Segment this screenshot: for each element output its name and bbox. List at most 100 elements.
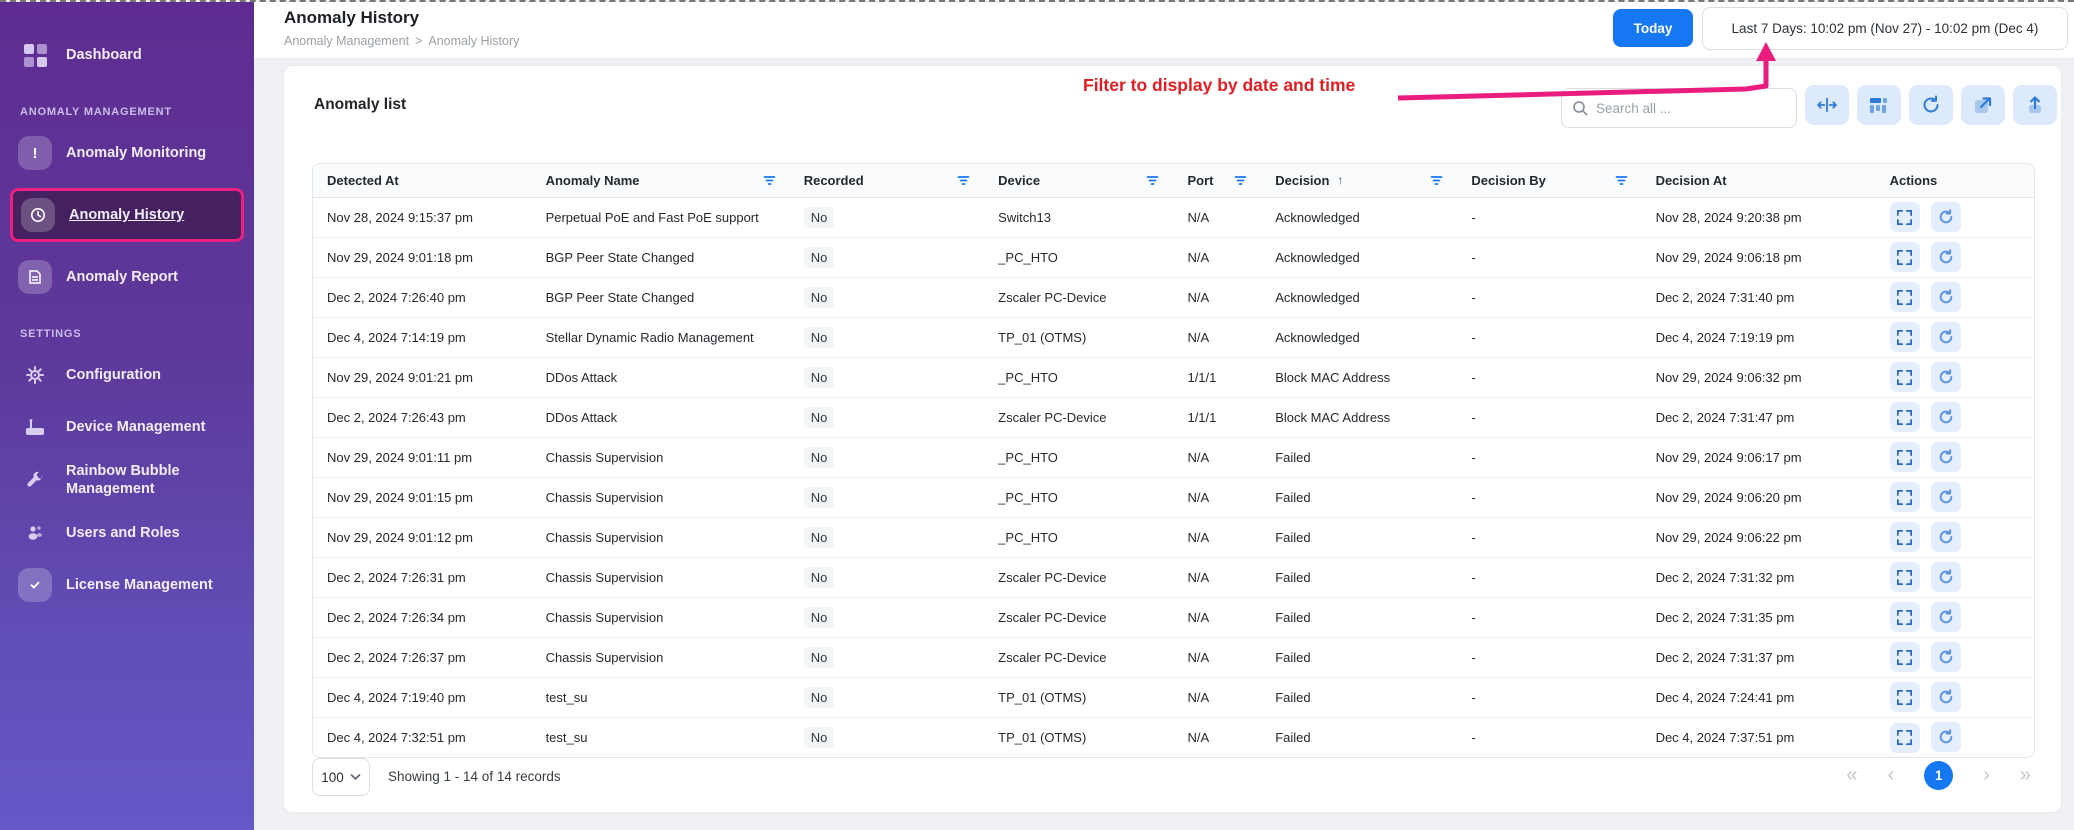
expand-icon	[1897, 449, 1913, 465]
fit-columns-button[interactable]	[1805, 85, 1849, 125]
table-row[interactable]: Dec 2, 2024 7:26:31 pm Chassis Supervisi…	[313, 557, 2034, 598]
expand-row-button[interactable]	[1889, 362, 1920, 393]
rerun-decision-button[interactable]	[1931, 601, 1962, 632]
upload-button[interactable]	[2013, 85, 2057, 125]
table-row[interactable]: Nov 29, 2024 9:01:11 pm Chassis Supervis…	[313, 437, 2034, 478]
sidebar-item-label: Anomaly History	[69, 207, 185, 223]
expand-row-button[interactable]	[1889, 202, 1920, 233]
pagination-first-button[interactable]: «	[1846, 764, 1858, 786]
rerun-decision-button[interactable]	[1931, 361, 1962, 392]
column-header-device[interactable]: Device	[984, 164, 1174, 198]
column-header-port[interactable]: Port	[1173, 164, 1262, 198]
export-button[interactable]	[1961, 85, 2005, 125]
cell-port: N/A	[1173, 197, 1262, 238]
rerun-decision-button[interactable]	[1931, 722, 1962, 752]
rerun-decision-button[interactable]	[1931, 521, 1962, 552]
rerun-decision-button[interactable]	[1931, 441, 1962, 472]
cell-anomaly-name: Chassis Supervision	[531, 437, 790, 478]
expand-row-button[interactable]	[1889, 442, 1920, 473]
pagination-next-button[interactable]: ›	[1983, 764, 1990, 786]
column-header-decision[interactable]: Decision ↑	[1261, 164, 1458, 198]
filter-icon[interactable]	[957, 175, 970, 186]
sidebar-item-dashboard[interactable]: Dashboard	[10, 30, 244, 80]
rerun-decision-button[interactable]	[1931, 281, 1962, 312]
sidebar-item-users-and-roles[interactable]: Users and Roles	[10, 508, 244, 558]
expand-row-button[interactable]	[1889, 402, 1920, 433]
filter-icon[interactable]	[763, 175, 776, 186]
expand-row-button[interactable]	[1889, 642, 1920, 673]
cell-device: TP_01 (OTMS)	[984, 677, 1174, 718]
expand-row-button[interactable]	[1889, 722, 1920, 753]
pagination-last-button[interactable]: »	[2019, 764, 2031, 786]
table-row[interactable]: Nov 29, 2024 9:01:21 pm DDos Attack No _…	[313, 357, 2034, 398]
sidebar-item-configuration[interactable]: Configuration	[10, 350, 244, 400]
rerun-decision-button[interactable]	[1931, 321, 1962, 352]
table-row[interactable]: Dec 4, 2024 7:32:51 pm test_su No TP_01 …	[313, 717, 2034, 757]
expand-row-button[interactable]	[1889, 602, 1920, 633]
expand-row-button[interactable]	[1889, 522, 1920, 553]
rerun-decision-button[interactable]	[1931, 681, 1962, 712]
table-row[interactable]: Dec 4, 2024 7:19:40 pm test_su No TP_01 …	[313, 677, 2034, 718]
table-row[interactable]: Nov 29, 2024 9:01:12 pm Chassis Supervis…	[313, 517, 2034, 558]
cell-decision-by: -	[1457, 597, 1642, 638]
filter-icon[interactable]	[1430, 175, 1443, 186]
rerun-decision-button[interactable]	[1931, 241, 1962, 272]
columns-button[interactable]	[1857, 85, 1901, 125]
sidebar-item-anomaly-monitoring[interactable]: ! Anomaly Monitoring	[10, 128, 244, 178]
sidebar-item-anomaly-history[interactable]: Anomaly History	[10, 188, 244, 242]
expand-icon	[1897, 329, 1913, 345]
date-range-filter[interactable]: Last 7 Days: 10:02 pm (Nov 27) - 10:02 p…	[1702, 7, 2068, 50]
cell-device: Zscaler PC-Device	[984, 277, 1174, 318]
rerun-decision-button[interactable]	[1931, 201, 1962, 232]
cell-port: N/A	[1173, 317, 1262, 358]
cell-decision-at: Dec 2, 2024 7:31:47 pm	[1641, 397, 1876, 438]
column-header-detected-at[interactable]: Detected At	[313, 164, 532, 198]
filter-icon[interactable]	[1615, 175, 1628, 186]
filter-icon[interactable]	[1146, 175, 1159, 186]
sidebar-item-anomaly-report[interactable]: Anomaly Report	[10, 252, 244, 302]
rerun-decision-button[interactable]	[1931, 481, 1962, 512]
cell-recorded: No	[789, 437, 985, 478]
table-row[interactable]: Dec 2, 2024 7:26:34 pm Chassis Supervisi…	[313, 597, 2034, 638]
expand-row-button[interactable]	[1889, 562, 1920, 593]
recorded-badge: No	[803, 366, 835, 388]
cell-decision-at: Nov 29, 2024 9:06:22 pm	[1641, 517, 1876, 558]
expand-row-button[interactable]	[1889, 482, 1920, 513]
sidebar-item-rainbow-bubble-management[interactable]: Rainbow Bubble Management	[10, 454, 244, 506]
sidebar-item-device-management[interactable]: Device Management	[10, 402, 244, 452]
column-header-decision-at[interactable]: Decision At	[1641, 164, 1876, 198]
table-row[interactable]: Dec 2, 2024 7:26:40 pm BGP Peer State Ch…	[313, 277, 2034, 318]
expand-icon	[1897, 209, 1913, 225]
column-header-recorded[interactable]: Recorded	[789, 164, 985, 198]
sort-ascending-icon[interactable]: ↑	[1337, 173, 1344, 188]
expand-row-button[interactable]	[1889, 322, 1920, 353]
page-size-select[interactable]: 100	[312, 758, 370, 796]
cell-port: N/A	[1173, 237, 1262, 278]
expand-row-button[interactable]	[1889, 242, 1920, 273]
cell-port: 1/1/1	[1173, 397, 1262, 438]
table-row[interactable]: Nov 28, 2024 9:15:37 pm Perpetual PoE an…	[313, 197, 2034, 238]
table-row[interactable]: Nov 29, 2024 9:01:18 pm BGP Peer State C…	[313, 237, 2034, 278]
table-row[interactable]: Nov 29, 2024 9:01:15 pm Chassis Supervis…	[313, 477, 2034, 518]
pagination-prev-button[interactable]: ‹	[1887, 764, 1895, 786]
rerun-decision-button[interactable]	[1931, 561, 1962, 592]
filter-icon[interactable]	[1234, 175, 1247, 186]
refresh-button[interactable]	[1909, 85, 1953, 125]
column-header-decision-by[interactable]: Decision By	[1457, 164, 1642, 198]
sidebar-item-license-management[interactable]: License Management	[10, 560, 244, 610]
cell-anomaly-name: BGP Peer State Changed	[531, 237, 790, 278]
cell-device: Zscaler PC-Device	[984, 637, 1174, 678]
table-row[interactable]: Dec 4, 2024 7:14:19 pm Stellar Dynamic R…	[313, 317, 2034, 358]
today-button[interactable]: Today	[1613, 9, 1693, 47]
cell-recorded: No	[789, 317, 985, 358]
table-row[interactable]: Dec 2, 2024 7:26:37 pm Chassis Supervisi…	[313, 637, 2034, 678]
column-header-anomaly-name[interactable]: Anomaly Name	[531, 164, 790, 198]
rerun-decision-button[interactable]	[1931, 401, 1962, 432]
pagination-current-page[interactable]: 1	[1924, 761, 1954, 790]
expand-row-button[interactable]	[1889, 682, 1920, 713]
table-row[interactable]: Dec 2, 2024 7:26:43 pm DDos Attack No Zs…	[313, 397, 2034, 438]
rerun-decision-button[interactable]	[1931, 641, 1962, 672]
breadcrumb-item[interactable]: Anomaly Management	[284, 34, 410, 48]
search-input[interactable]	[1596, 100, 1766, 116]
expand-row-button[interactable]	[1889, 282, 1920, 313]
